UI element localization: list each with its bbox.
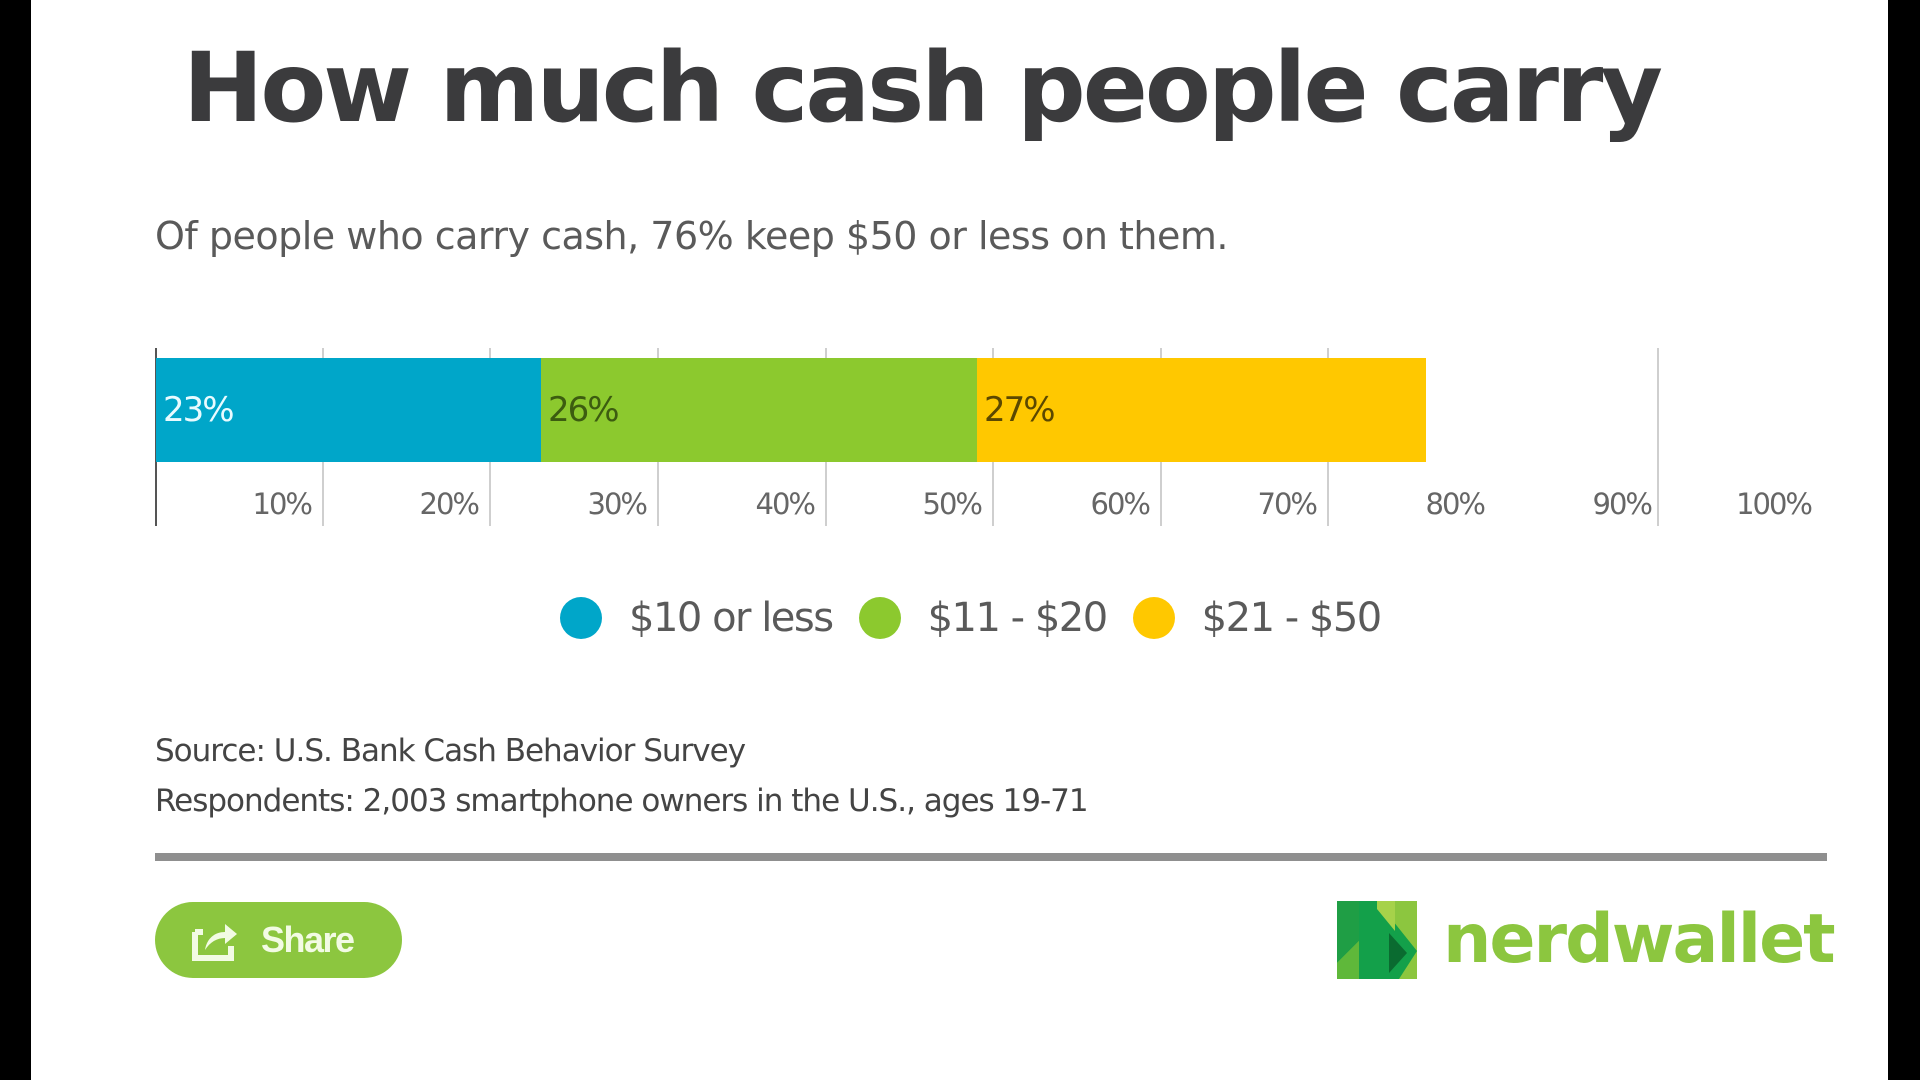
legend-label: $21 - $50 bbox=[1201, 595, 1383, 641]
bar-value-label: 23% bbox=[163, 390, 235, 430]
tick-label: 60% bbox=[1090, 487, 1151, 521]
tick-label: 100% bbox=[1736, 487, 1813, 521]
tick-label: 10% bbox=[252, 487, 313, 521]
legend-dot-yellow-icon bbox=[1132, 597, 1175, 639]
tick-label: 90% bbox=[1592, 487, 1653, 521]
legend-label: $11 - $20 bbox=[927, 595, 1109, 641]
chart-title: How much cash people carry bbox=[183, 32, 1663, 144]
tick-label: 20% bbox=[419, 487, 480, 521]
chart-legend: $10 or less $11 - $20 $21 - $50 bbox=[560, 592, 1407, 644]
footer-divider bbox=[155, 853, 1827, 861]
share-button[interactable]: Share bbox=[155, 902, 402, 978]
legend-dot-blue-icon bbox=[560, 597, 602, 639]
legend-item-10-or-less: $10 or less bbox=[560, 595, 834, 641]
tick-label: 40% bbox=[755, 487, 816, 521]
share-button-label: Share bbox=[261, 919, 355, 960]
bar-value-label: 27% bbox=[984, 390, 1056, 430]
source-note: Source: U.S. Bank Cash Behavior Survey R… bbox=[155, 726, 1089, 826]
tick-label: 50% bbox=[922, 487, 983, 521]
tick-label: 70% bbox=[1257, 487, 1318, 521]
bar-segment-21-50: 27% bbox=[977, 358, 1426, 462]
nerdwallet-logo: nerdwallet bbox=[1337, 900, 1836, 980]
infographic-card: How much cash people carry Of people who… bbox=[31, 0, 1888, 1080]
respondents-line: Respondents: 2,003 smartphone owners in … bbox=[155, 783, 1089, 819]
tick-label: 80% bbox=[1425, 487, 1486, 521]
legend-item-11-20: $11 - $20 bbox=[858, 595, 1109, 641]
bar-segment-11-20: 26% bbox=[541, 358, 977, 462]
share-icon bbox=[192, 924, 237, 961]
gridline-90 bbox=[1657, 348, 1659, 526]
nerdwallet-n-logo-icon bbox=[1337, 901, 1417, 979]
chart-subtitle: Of people who carry cash, 76% keep $50 o… bbox=[155, 214, 1228, 258]
tick-label: 30% bbox=[587, 487, 648, 521]
stacked-bar-chart: 23% 26% 27% 10% 20% 30% 40% 50% 60% 70% … bbox=[31, 0, 1888, 560]
source-line: Source: U.S. Bank Cash Behavior Survey bbox=[155, 733, 746, 769]
bar-value-label: 26% bbox=[548, 390, 620, 430]
nerdwallet-wordmark: nerdwallet bbox=[1443, 900, 1836, 979]
legend-dot-green-icon bbox=[858, 597, 901, 639]
bar-segment-10-or-less: 23% bbox=[156, 358, 541, 462]
legend-item-21-50: $21 - $50 bbox=[1132, 595, 1383, 641]
legend-label: $10 or less bbox=[629, 595, 834, 641]
